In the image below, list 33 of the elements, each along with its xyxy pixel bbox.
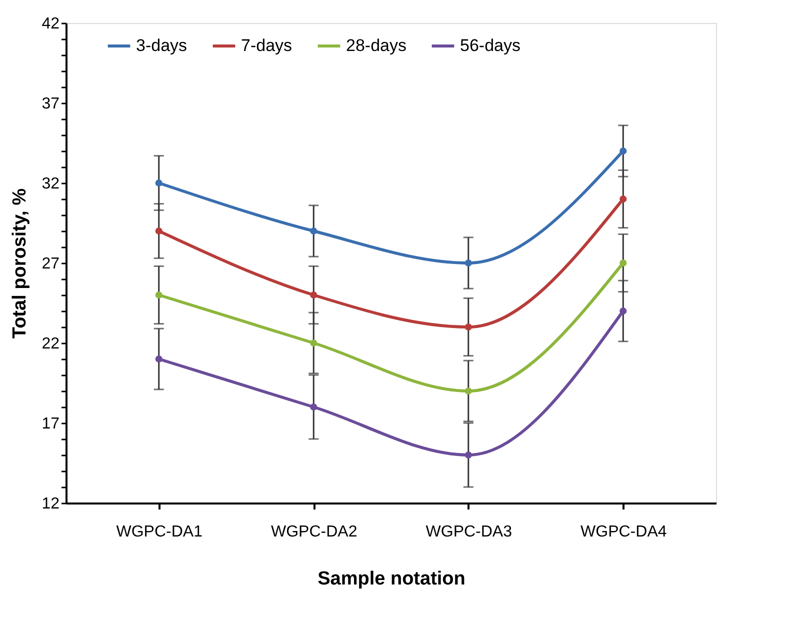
x-tick-label: WGPC-DA3	[426, 524, 512, 540]
y-tick-label: 32	[42, 176, 60, 192]
legend-label: 56-days	[460, 36, 520, 55]
point	[464, 451, 472, 459]
y-tick-label: 12	[42, 496, 60, 512]
point	[155, 227, 162, 235]
point	[155, 291, 162, 299]
legend-label: 3-days	[136, 36, 188, 55]
y-tick-label: 22	[42, 336, 60, 352]
y-tick-label: 27	[42, 256, 60, 272]
x-tick-label: WGPC-DA4	[580, 524, 667, 540]
point	[464, 323, 472, 331]
point	[464, 387, 472, 395]
y-tick-label: 37	[42, 96, 60, 112]
x-tick-label: WGPC-DA1	[116, 524, 203, 540]
y-tick-label: 42	[42, 16, 60, 32]
x-tick-label: WGPC-DA2	[271, 524, 358, 540]
point	[155, 355, 162, 363]
point	[155, 179, 162, 187]
point	[464, 259, 472, 267]
point	[310, 403, 318, 411]
point	[310, 291, 318, 299]
point	[310, 339, 318, 347]
point	[620, 307, 627, 315]
point	[620, 147, 627, 155]
point	[620, 195, 627, 203]
y-axis-title: Total porosity, %	[10, 188, 31, 339]
y-tick-label: 17	[42, 416, 60, 432]
legend-label: 28-days	[346, 36, 406, 55]
x-axis-title: Sample notation	[318, 568, 466, 590]
point	[620, 259, 627, 267]
legend-label: 7-days	[241, 36, 292, 55]
point	[310, 227, 318, 235]
